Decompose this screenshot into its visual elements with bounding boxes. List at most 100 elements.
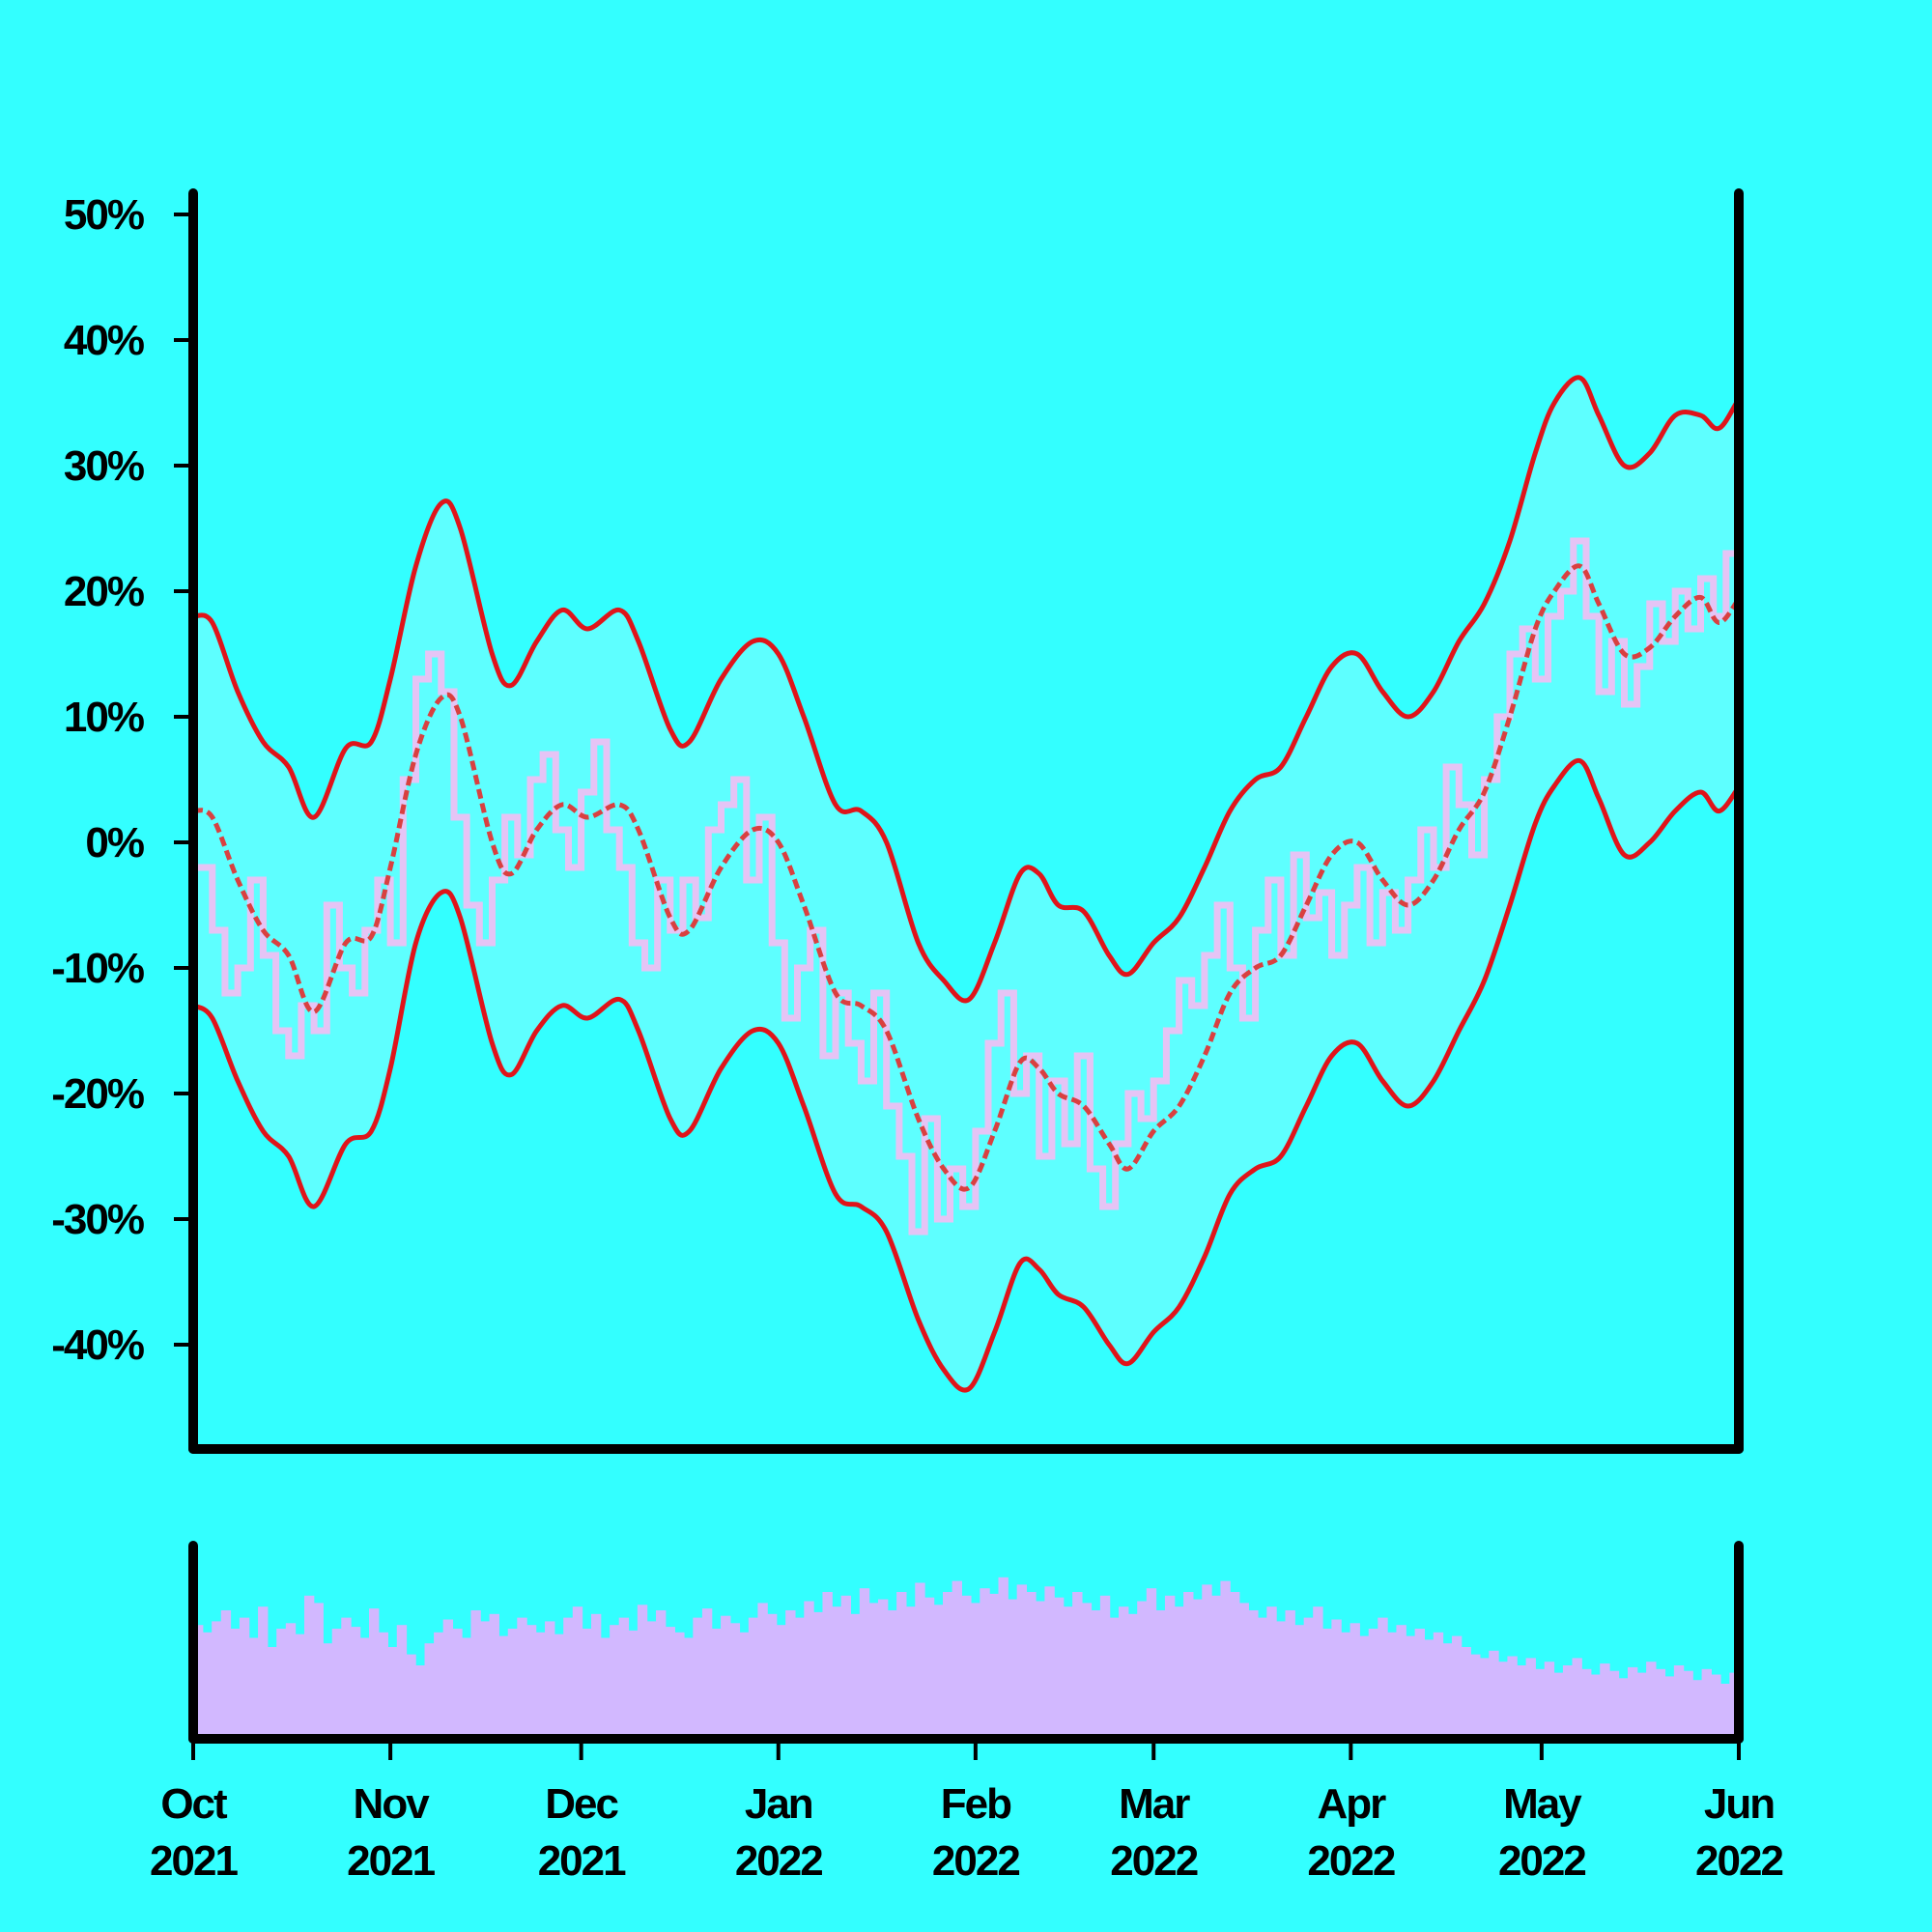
volume-bar xyxy=(1451,1635,1463,1739)
volume-bar xyxy=(877,1599,889,1739)
volume-bar xyxy=(1664,1676,1675,1739)
volume-bar xyxy=(470,1610,481,1739)
volume-bar xyxy=(498,1635,509,1739)
volume-bar xyxy=(1442,1643,1453,1739)
x-tick-year-label: 2021 xyxy=(347,1837,435,1885)
volume-bar xyxy=(517,1617,527,1739)
volume-bar xyxy=(1608,1670,1620,1739)
volume-bar xyxy=(1729,1672,1735,1739)
volume-bar xyxy=(896,1592,907,1739)
volume-bar xyxy=(693,1617,703,1739)
volume-bar xyxy=(776,1625,786,1739)
volume-bar xyxy=(970,1603,981,1739)
y-tick-label: 50% xyxy=(64,191,144,239)
volume-bar xyxy=(1331,1619,1342,1739)
volume-bar xyxy=(822,1592,833,1739)
volume-bar xyxy=(479,1621,491,1739)
volume-bar xyxy=(1238,1603,1249,1739)
plot-area xyxy=(198,375,1734,1393)
volume-bar xyxy=(285,1623,297,1739)
volume-bar xyxy=(1646,1662,1657,1739)
volume-bar xyxy=(832,1606,842,1739)
volume-bar xyxy=(998,1577,1009,1739)
volume-bar xyxy=(590,1613,602,1739)
volume-bar xyxy=(665,1627,675,1739)
volume-bar xyxy=(729,1623,741,1739)
volume-bar xyxy=(1497,1662,1509,1739)
volume-bar xyxy=(1424,1639,1435,1739)
volume-bar xyxy=(295,1634,305,1739)
volume-bar xyxy=(369,1608,380,1739)
volume-bar xyxy=(952,1580,962,1739)
x-tick-year-label: 2022 xyxy=(1307,1837,1394,1885)
volume-bar xyxy=(461,1637,472,1739)
volume-bar xyxy=(637,1605,648,1739)
volume-bar xyxy=(1507,1656,1518,1739)
volume-bar xyxy=(350,1627,361,1739)
volume-bar xyxy=(1035,1601,1046,1739)
volume-bar xyxy=(1414,1629,1425,1739)
volume-bar xyxy=(850,1613,861,1739)
volume-bar xyxy=(1562,1665,1574,1739)
x-tick-month-label: Apr xyxy=(1317,1780,1386,1828)
volume-bar xyxy=(230,1629,241,1739)
volume-bar xyxy=(1294,1625,1305,1739)
volume-bar xyxy=(933,1605,944,1739)
volume-bar xyxy=(1313,1606,1323,1739)
volume-bar xyxy=(804,1601,814,1739)
x-tick-year-label: 2022 xyxy=(932,1837,1019,1885)
volume-bar xyxy=(1164,1595,1176,1739)
volume-bar xyxy=(563,1617,574,1739)
volume-bar xyxy=(220,1610,232,1739)
volume-bar xyxy=(1192,1599,1204,1739)
volume-bar xyxy=(1137,1601,1148,1739)
x-tick-year-label: 2022 xyxy=(735,1837,822,1885)
volume-bar xyxy=(618,1617,630,1739)
x-tick-year-label: 2021 xyxy=(150,1837,238,1885)
y-tick-label: 20% xyxy=(64,568,144,615)
series-midline xyxy=(198,563,1734,1192)
volume-bar xyxy=(359,1637,370,1739)
volume-bar xyxy=(721,1615,731,1739)
volume-bar xyxy=(1368,1629,1379,1739)
volume-bar xyxy=(313,1603,324,1739)
volume-bar xyxy=(248,1637,259,1739)
volume-bar xyxy=(331,1629,343,1739)
volume-bar xyxy=(923,1597,935,1739)
y-tick-label: -10% xyxy=(51,945,144,992)
volume-bar xyxy=(1461,1647,1471,1739)
volume-bar xyxy=(1692,1680,1703,1739)
volume-bar xyxy=(1127,1613,1139,1739)
volume-bar xyxy=(1350,1623,1360,1739)
volume-bar xyxy=(1285,1610,1295,1739)
y-tick-label: -40% xyxy=(51,1321,144,1369)
volume-bar xyxy=(840,1595,852,1739)
volume-bar xyxy=(526,1625,537,1739)
x-tick-month-label: Nov xyxy=(354,1780,431,1828)
volume-bar xyxy=(1155,1610,1166,1739)
volume-bar xyxy=(1627,1666,1638,1739)
volume-bar xyxy=(1321,1629,1333,1739)
volume-bar xyxy=(387,1647,398,1739)
volume-bar xyxy=(915,1582,925,1739)
volume-bar xyxy=(202,1632,213,1739)
x-tick-year-label: 2021 xyxy=(538,1837,626,1885)
x-tick-month-label: May xyxy=(1503,1780,1582,1828)
volume-bar xyxy=(1396,1625,1406,1739)
volume-bar xyxy=(1063,1606,1073,1739)
volume-bar xyxy=(1016,1584,1028,1739)
volume-bar xyxy=(980,1588,990,1739)
x-tick-year-label: 2022 xyxy=(1110,1837,1197,1885)
volume-bar xyxy=(535,1632,546,1739)
volume-bar xyxy=(1489,1650,1499,1739)
volume-bar xyxy=(1340,1632,1351,1739)
volume-bar xyxy=(1711,1674,1721,1739)
volume-bar xyxy=(1359,1635,1370,1739)
volume-bar xyxy=(711,1629,722,1739)
volume-bar xyxy=(303,1595,315,1739)
volume-bar xyxy=(943,1592,953,1739)
volume-bar xyxy=(739,1632,750,1739)
volume-bar xyxy=(1183,1592,1194,1739)
volume-bar xyxy=(656,1610,667,1739)
